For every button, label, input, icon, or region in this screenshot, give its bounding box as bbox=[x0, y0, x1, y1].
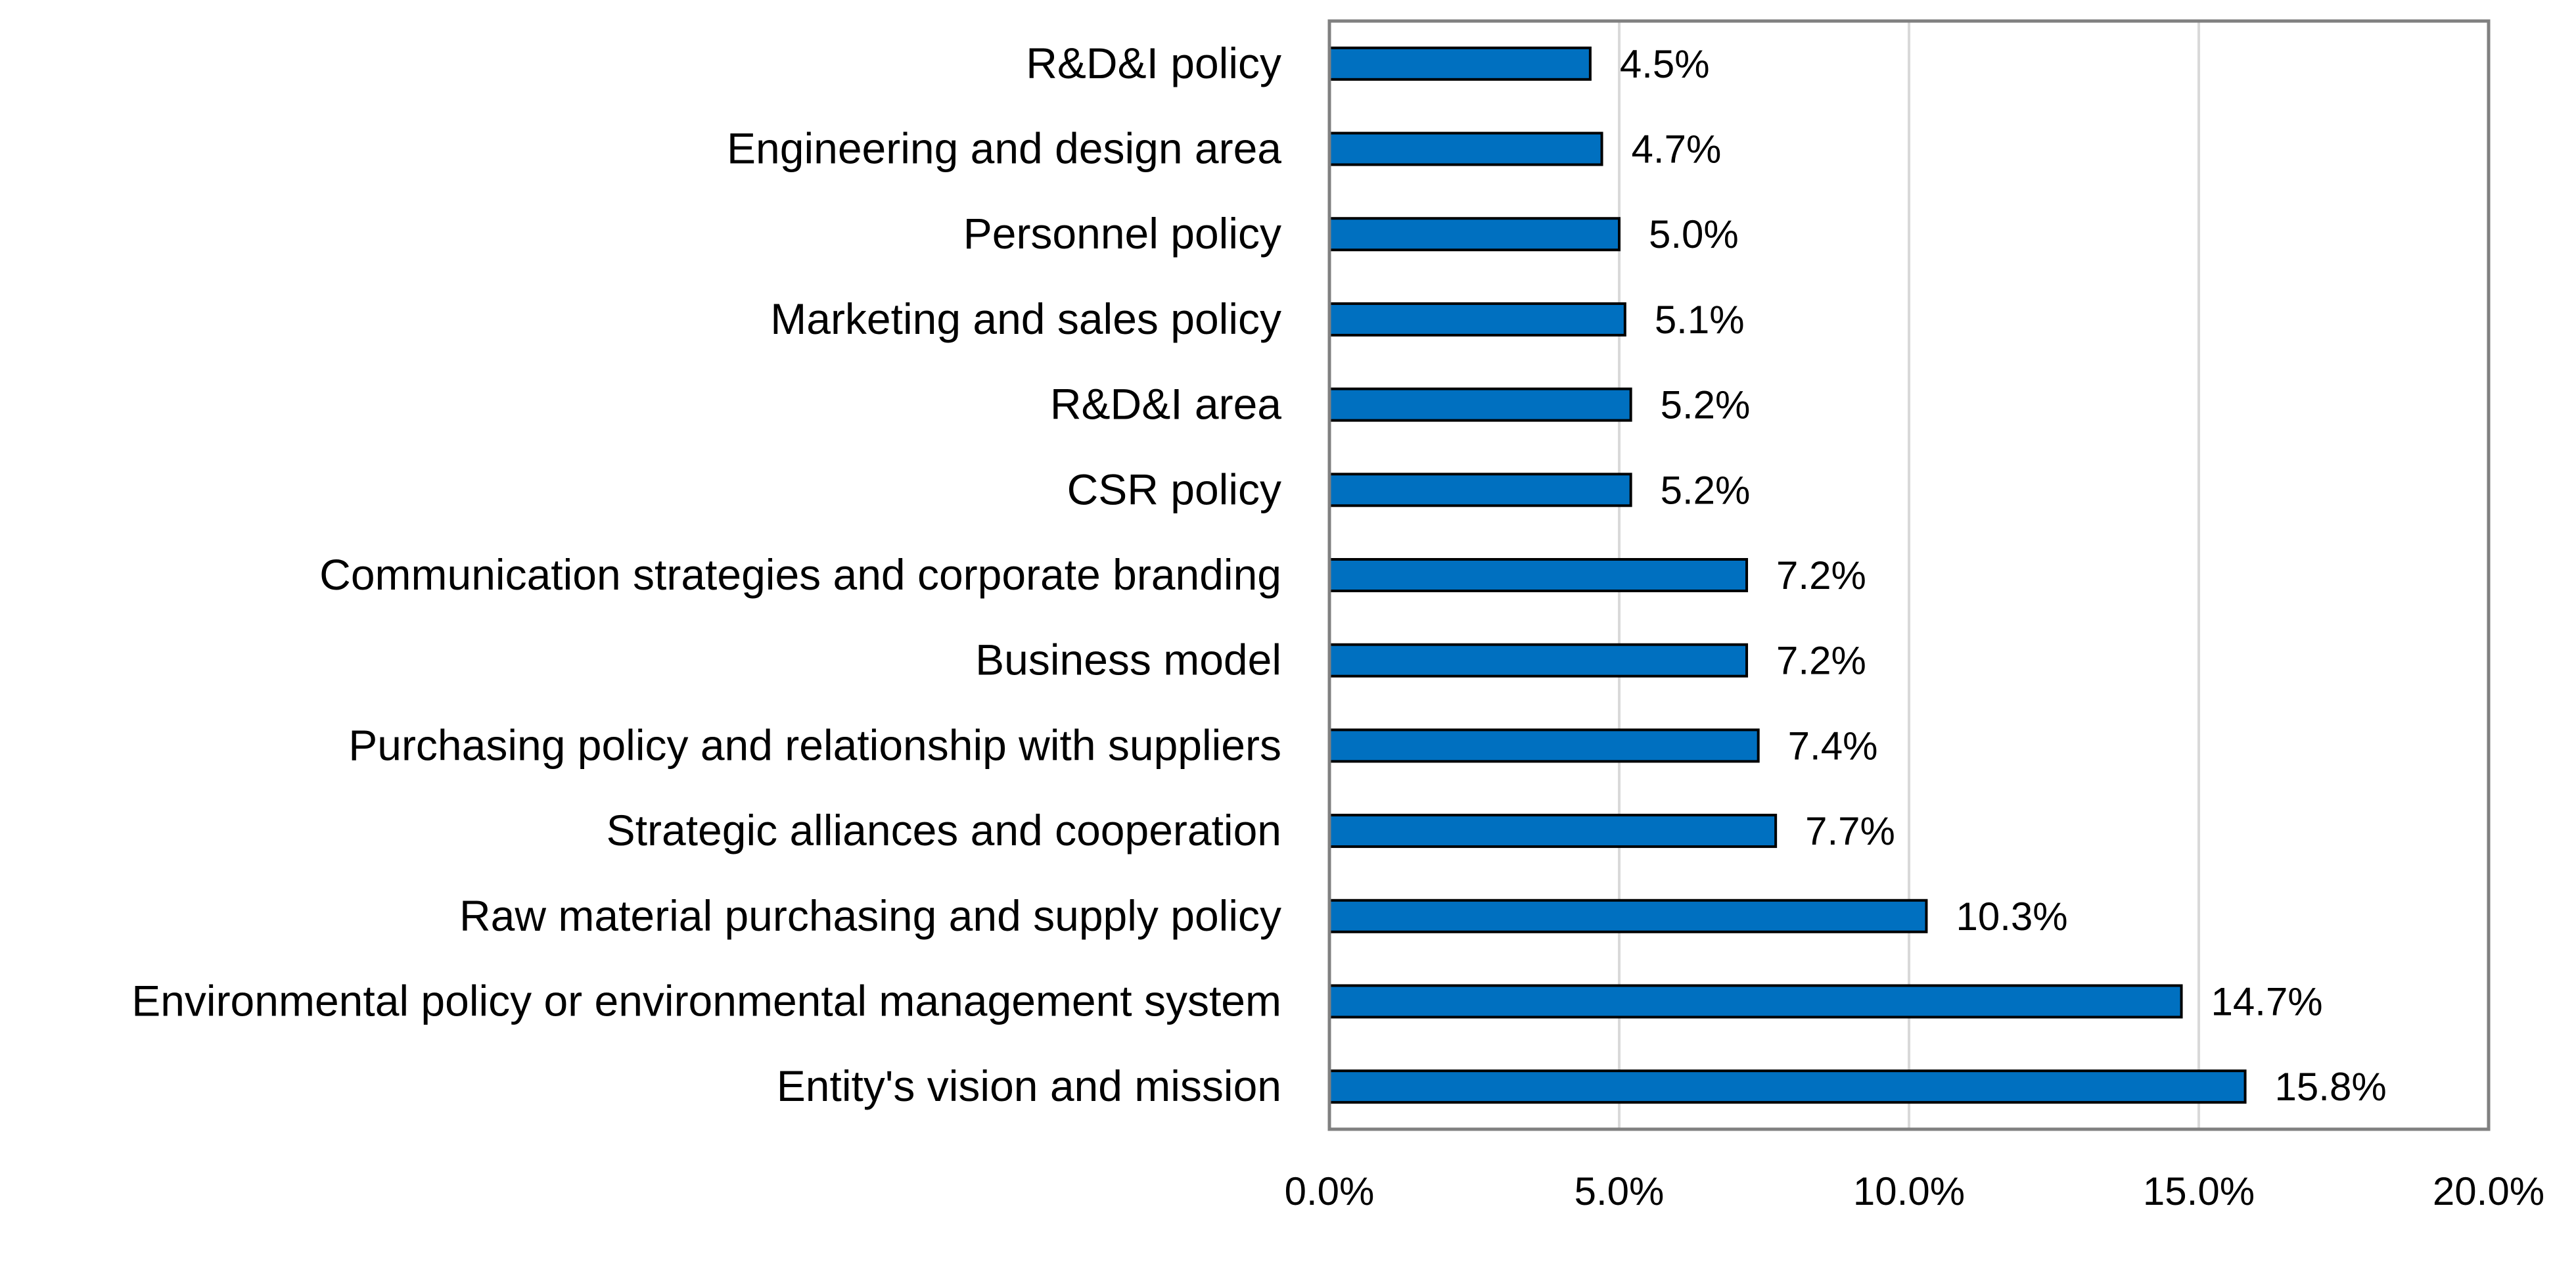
category-label: R&D&I policy bbox=[1026, 39, 1281, 87]
value-label: 10.3% bbox=[1956, 895, 2067, 939]
value-label: 15.8% bbox=[2275, 1065, 2387, 1109]
bar bbox=[1328, 1069, 2247, 1104]
x-tick-label: 0.0% bbox=[1285, 1169, 1375, 1213]
bar bbox=[1328, 387, 1632, 422]
category-label: Strategic alliances and cooperation bbox=[607, 806, 1281, 854]
x-tick-label: 5.0% bbox=[1575, 1169, 1665, 1213]
category-label: Business model bbox=[975, 636, 1281, 684]
value-label: 7.4% bbox=[1788, 724, 1878, 768]
bar bbox=[1328, 46, 1592, 81]
value-label: 7.2% bbox=[1776, 553, 1866, 597]
value-label: 5.0% bbox=[1649, 212, 1739, 256]
category-label: Marketing and sales policy bbox=[770, 294, 1281, 343]
category-label: Engineering and design area bbox=[727, 124, 1281, 173]
category-label: Raw material purchasing and supply polic… bbox=[459, 891, 1281, 940]
value-label: 5.2% bbox=[1661, 383, 1751, 427]
value-label: 7.2% bbox=[1776, 639, 1866, 683]
bar bbox=[1328, 984, 2183, 1019]
bar bbox=[1328, 728, 1760, 763]
x-tick-label: 15.0% bbox=[2143, 1169, 2255, 1213]
bar bbox=[1328, 558, 1749, 592]
bar bbox=[1328, 473, 1632, 507]
category-label: Personnel policy bbox=[963, 209, 1281, 258]
value-labels: 4.5% 4.7% 5.0% 5.1% 5.2% 5.2% 7.2% 7.2% 7.4% 7.7%… bbox=[1620, 42, 2387, 1109]
bar bbox=[1328, 899, 1928, 933]
value-label: 4.7% bbox=[1632, 128, 1722, 172]
value-label: 5.2% bbox=[1661, 468, 1751, 512]
bar bbox=[1328, 302, 1626, 337]
x-tick-label: 10.0% bbox=[1853, 1169, 1965, 1213]
category-label: R&D&I area bbox=[1050, 380, 1281, 429]
value-label: 5.1% bbox=[1655, 298, 1745, 342]
category-label: CSR policy bbox=[1067, 465, 1281, 513]
value-label: 14.7% bbox=[2211, 979, 2323, 1023]
bar bbox=[1328, 217, 1621, 252]
category-label: Purchasing policy and relationship with … bbox=[348, 720, 1281, 769]
bar bbox=[1328, 814, 1778, 849]
bars bbox=[1328, 46, 2247, 1104]
x-tick-label: 20.0% bbox=[2433, 1169, 2544, 1213]
value-label: 4.5% bbox=[1620, 42, 1710, 86]
plot-area-frame bbox=[1327, 19, 2491, 1131]
category-labels: R&D&I policy Engineering and design area P… bbox=[131, 39, 1281, 1110]
category-label: Entity's vision and mission bbox=[777, 1062, 1281, 1110]
category-label: Communication strategies and corporate b… bbox=[319, 550, 1281, 599]
x-axis-ticks: 0.0% 5.0% 10.0% 15.0% 20.0% bbox=[1285, 1169, 2544, 1213]
value-label: 7.7% bbox=[1805, 809, 1895, 853]
bar bbox=[1328, 643, 1749, 678]
category-label: Environmental policy or environmental ma… bbox=[131, 976, 1281, 1025]
bar bbox=[1328, 131, 1603, 166]
